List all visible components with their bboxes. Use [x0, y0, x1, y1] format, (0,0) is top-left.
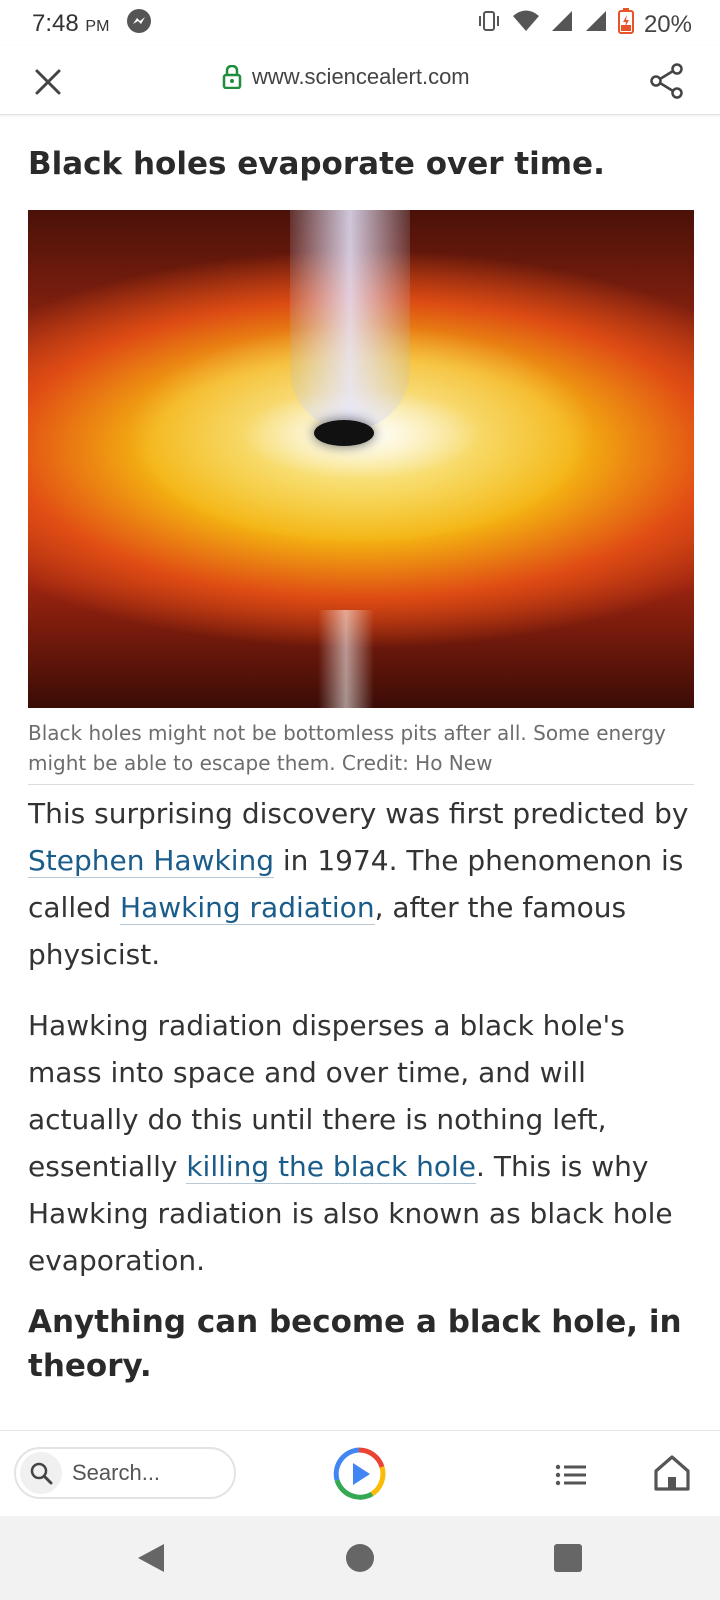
battery-icon [617, 8, 634, 41]
signal-icon [550, 9, 574, 40]
recents-icon[interactable] [554, 1544, 582, 1572]
messenger-icon [126, 8, 152, 41]
lock-icon [222, 65, 242, 89]
play-icon [333, 1447, 386, 1500]
status-bar: 7:48 PM 20% [0, 0, 720, 46]
wifi-icon [512, 9, 540, 40]
article-image[interactable] [28, 210, 694, 708]
vibrate-icon [476, 9, 502, 40]
url-bar[interactable]: www.sciencealert.com [222, 64, 470, 90]
paragraph-text: , after the famous physicist. [28, 891, 627, 971]
image-caption: Black holes might not be bottomless pits… [28, 718, 694, 785]
home-icon [654, 1455, 690, 1491]
list-icon [555, 1464, 586, 1486]
paragraph-1: This surprising discovery was first pred… [28, 790, 694, 978]
section-heading: Anything can become a black hole, in the… [28, 1304, 682, 1384]
status-icons: 20% [476, 8, 692, 41]
image-vortex [290, 210, 410, 430]
list-button[interactable] [552, 1455, 592, 1495]
battery-percent: 20% [643, 10, 692, 38]
share-icon [650, 63, 683, 99]
share-button[interactable] [644, 58, 690, 104]
bottom-toolbar: Search... [0, 1430, 720, 1517]
home-circle-icon[interactable] [346, 1544, 374, 1572]
paragraph-text: . This is why Hawking radiation is also … [28, 1150, 673, 1277]
link-stephen-hawking[interactable]: Stephen Hawking [28, 844, 274, 878]
paragraph-text: in 1974. The phenomenon is called [28, 844, 684, 924]
link-killing-black-hole[interactable]: killing the black hole [186, 1150, 477, 1184]
search-placeholder: Search... [72, 1460, 161, 1485]
search-bar[interactable]: Search... [14, 1447, 236, 1499]
custom-tab-toolbar: www.sciencealert.com [0, 46, 720, 115]
search-icon [20, 1452, 62, 1494]
close-icon [35, 69, 61, 95]
home-button[interactable] [650, 1451, 694, 1495]
ampm-text: PM [85, 17, 110, 35]
signal-icon [584, 9, 608, 40]
status-time: 7:48 PM [32, 8, 152, 41]
back-icon[interactable] [134, 1540, 170, 1576]
image-jet [318, 610, 374, 708]
system-nav-bar [0, 1516, 720, 1600]
time-text: 7:48 [32, 9, 79, 37]
discover-play-button[interactable] [332, 1447, 386, 1501]
image-black-hole [314, 420, 374, 446]
paragraph-text: This surprising discovery was first pred… [28, 797, 689, 830]
url-text: www.sciencealert.com [252, 64, 470, 89]
close-button[interactable] [26, 60, 70, 104]
link-hawking-radiation[interactable]: Hawking radiation [120, 891, 375, 925]
section-heading: Black holes evaporate over time. [28, 146, 605, 182]
paragraph-text: Hawking radiation disperses a black hole… [28, 1009, 625, 1183]
paragraph-2: Hawking radiation disperses a black hole… [28, 1002, 694, 1284]
